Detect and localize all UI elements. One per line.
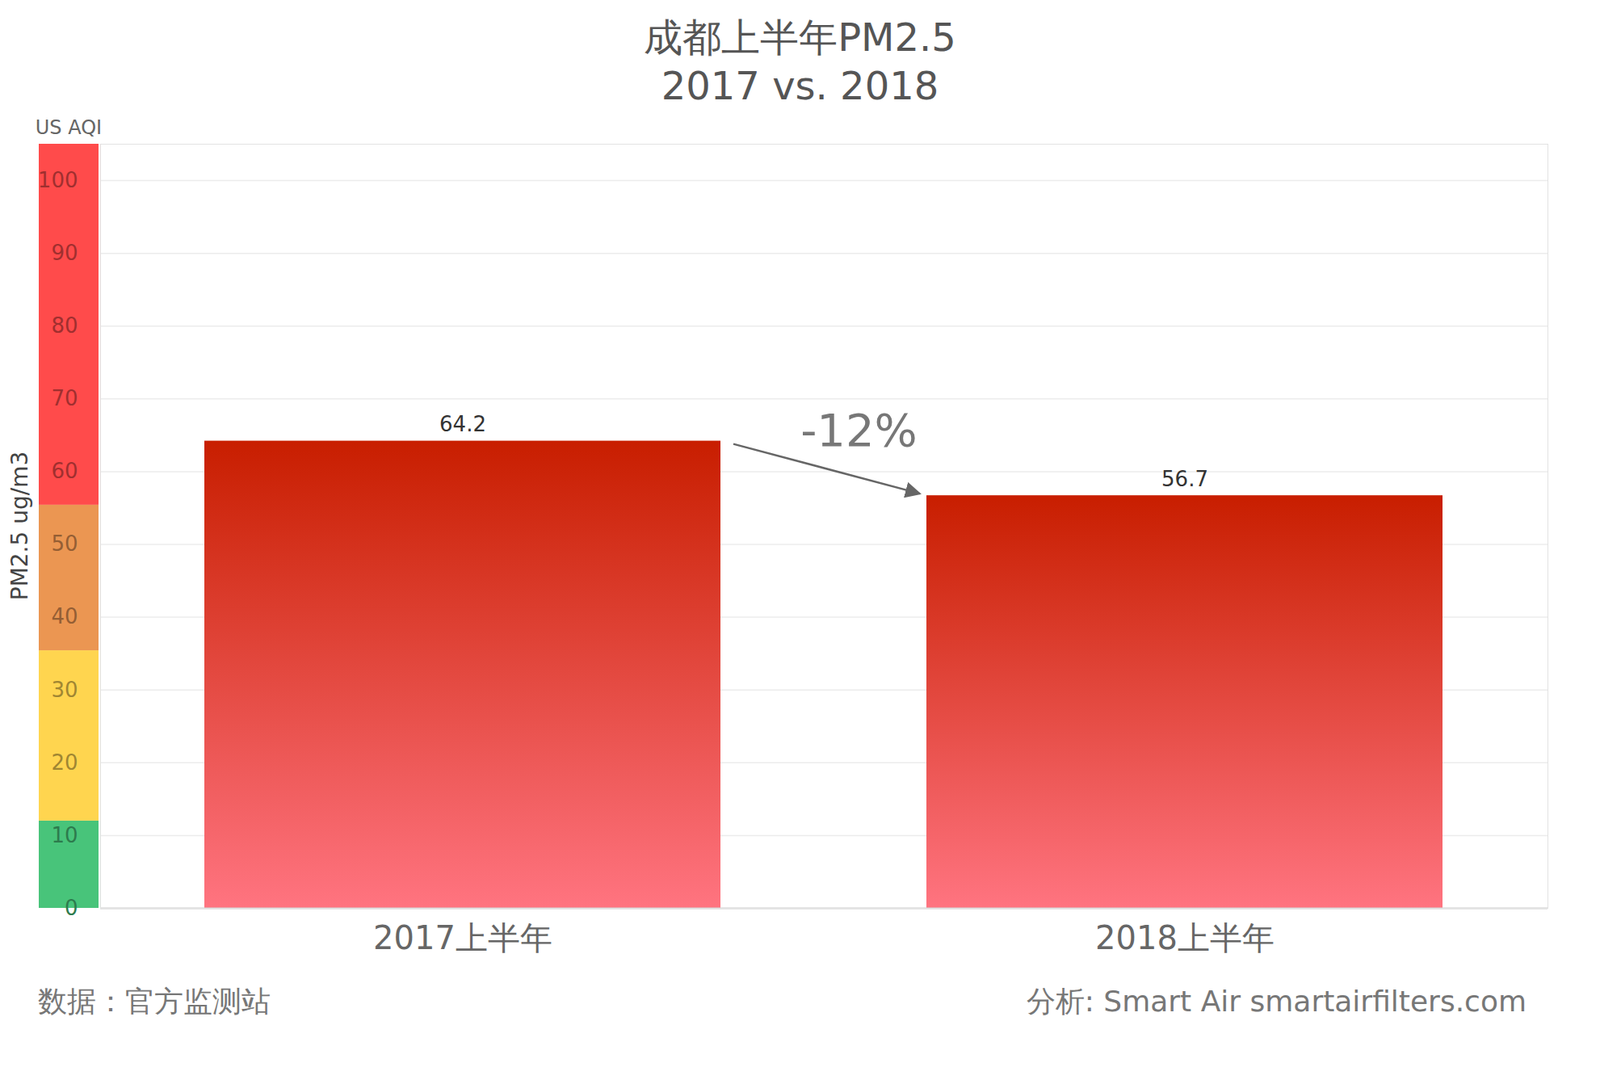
svg-text:40: 40 xyxy=(50,604,78,629)
svg-text:50: 50 xyxy=(50,531,78,556)
svg-text:70: 70 xyxy=(50,386,78,411)
svg-text:56.7: 56.7 xyxy=(1161,466,1209,492)
svg-text:64.2: 64.2 xyxy=(439,411,487,437)
svg-text:30: 30 xyxy=(50,677,78,702)
html-text:2017 vs. 2018: 2017 vs. 2018 xyxy=(661,62,939,109)
svg-text:100: 100 xyxy=(37,167,79,193)
svg-text:20: 20 xyxy=(50,750,78,775)
svg-text:80: 80 xyxy=(50,313,78,338)
html-text:成都上半年PM2.5: 成都上半年PM2.5 xyxy=(643,14,957,60)
svg-text:10: 10 xyxy=(50,823,78,848)
svg-text:90: 90 xyxy=(50,240,78,265)
svg-text:60: 60 xyxy=(50,458,78,483)
svg-text:US AQI: US AQI xyxy=(35,116,102,139)
svg-text:0: 0 xyxy=(64,895,79,920)
svg-text:PM2.5 ug/m3: PM2.5 ug/m3 xyxy=(6,451,34,601)
html-text:数据：官方监测站: 数据：官方监测站 xyxy=(37,984,271,1018)
svg-text:2018上半年: 2018上半年 xyxy=(1095,919,1275,957)
html-text:分析: Smart Air smartairfilters.: 分析: Smart Air smartairfilters.com xyxy=(1026,984,1527,1018)
svg-text:-12%: -12% xyxy=(800,403,918,457)
svg-text:2017上半年: 2017上半年 xyxy=(373,919,553,957)
